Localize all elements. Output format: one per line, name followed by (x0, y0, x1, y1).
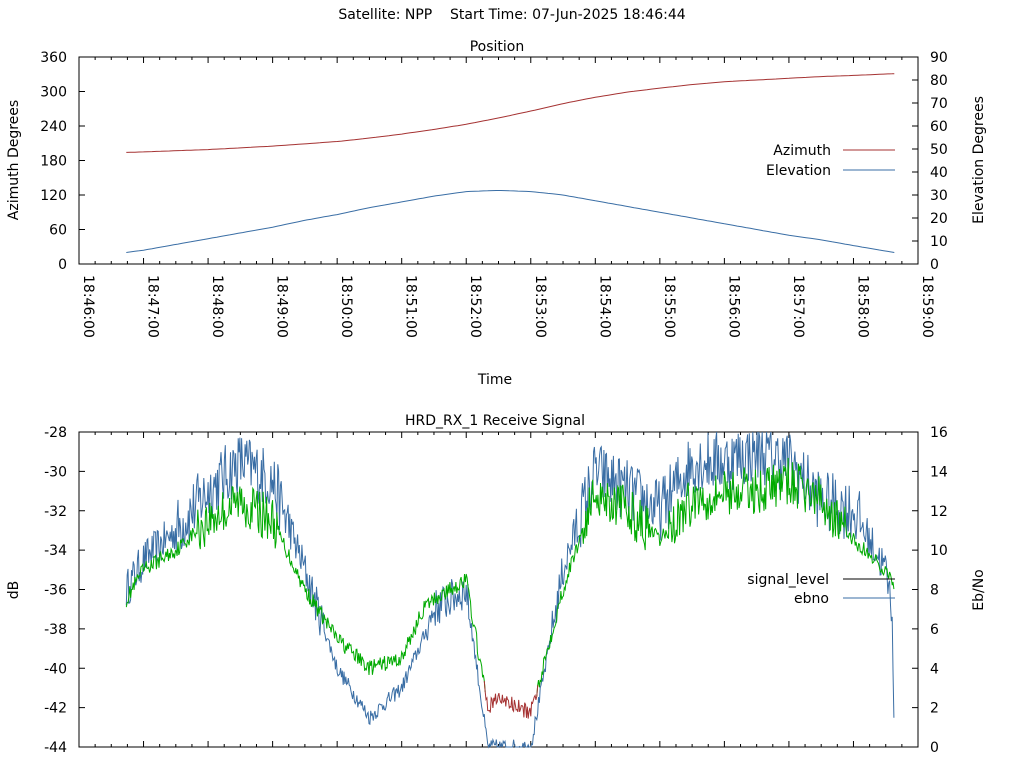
position-x-tick-label: 18:47:00 (145, 275, 161, 338)
signal-y-tick-label: -34 (44, 543, 67, 559)
signal-y-tick-label: -28 (44, 425, 67, 441)
position-plot-frame (78, 56, 919, 265)
position-x-tick-label: 18:46:00 (80, 275, 96, 338)
position-chart-title: Position (470, 39, 525, 55)
signal-series-ebno (125, 431, 895, 749)
position-x-axis-label: Time (477, 372, 512, 388)
position-y-tick-label: 120 (40, 188, 67, 204)
signal-y-tick-label: -32 (44, 504, 67, 520)
position-y2-tick-label: 90 (930, 50, 948, 66)
signal-y2-tick-label: 0 (930, 740, 939, 756)
position-y-tick-label: 0 (58, 257, 67, 273)
position-x-tick-label: 18:55:00 (661, 275, 677, 338)
signal-y2-tick-label: 16 (930, 425, 948, 441)
signal-series-signal-level (125, 485, 486, 692)
position-y2-tick-label: 80 (930, 73, 948, 89)
position-y-tick-label: 180 (40, 154, 67, 170)
signal-y2-tick-label: 4 (930, 661, 939, 677)
position-x-tick-label: 18:57:00 (790, 275, 806, 338)
position-x-tick-label: 18:59:00 (919, 275, 935, 338)
signal-y-tick-label: -40 (44, 661, 67, 677)
position-legend: Azimuth Elevation (766, 143, 895, 179)
signal-y2-tick-label: 6 (930, 622, 939, 638)
position-y2-tick-label: 60 (930, 119, 948, 135)
signal-y-axis-label: dB (6, 581, 22, 600)
position-y-tick-label: 360 (40, 50, 67, 66)
signal-y2-tick-label: 12 (930, 504, 948, 520)
signal-series-signal-level (483, 681, 539, 719)
signal-y-tick-label: -36 (44, 583, 67, 599)
position-y-axis-label: Azimuth Degrees (6, 100, 22, 220)
position-x-tick-label: 18:54:00 (596, 275, 612, 338)
position-x-tick-label: 18:58:00 (854, 275, 870, 338)
position-y-tick-label: 240 (40, 119, 67, 135)
position-series-azimuth (126, 73, 895, 153)
signal-y2-tick-label: 2 (930, 701, 939, 717)
position-y2-tick-label: 50 (930, 142, 948, 158)
position-legend-label: Elevation (766, 163, 831, 179)
signal-y-tick-label: -30 (44, 464, 67, 480)
position-x-tick-label: 18:49:00 (274, 275, 290, 338)
position-y2-tick-label: 70 (930, 96, 948, 112)
position-x-tick-label: 18:56:00 (725, 275, 741, 338)
signal-y-tick-label: -38 (44, 622, 67, 638)
position-y2-tick-label: 30 (930, 188, 948, 204)
position-y-tick-label: 60 (49, 223, 67, 239)
position-x-tick-label: 18:48:00 (209, 275, 225, 338)
signal-chart-title: HRD_RX_1 Receive Signal (405, 413, 585, 429)
signal-series-signal-level (536, 457, 895, 697)
position-y2-tick-label: 0 (930, 257, 939, 273)
position-x-tick-label: 18:50:00 (338, 275, 354, 338)
signal-y2-tick-label: 8 (930, 583, 939, 599)
position-x-tick-label: 18:51:00 (403, 275, 419, 338)
position-legend-label: Azimuth (773, 143, 831, 159)
position-x-tick-label: 18:53:00 (532, 275, 548, 338)
signal-y2-tick-label: 14 (930, 464, 948, 480)
figure-title: Satellite: NPP Start Time: 07-Jun-2025 1… (338, 7, 686, 23)
signal-y-tick-label: -42 (44, 701, 67, 717)
signal-legend-label: ebno (794, 591, 829, 607)
signal-legend-label: signal_level (747, 572, 829, 588)
position-y-tick-label: 300 (40, 85, 67, 101)
signal-chart: HRD_RX_1 Receive Signal -44 -42 -40 -38 -36 -… (6, 413, 987, 756)
position-series-elevation (126, 190, 895, 253)
position-y2-tick-label: 40 (930, 165, 948, 181)
position-x-tick-label: 18:52:00 (467, 275, 483, 338)
position-y2-tick-label: 10 (930, 234, 948, 250)
signal-y2-tick-label: 10 (930, 543, 948, 559)
position-y2-tick-label: 20 (930, 211, 948, 227)
position-y2-axis-label: Elevation Degrees (971, 96, 987, 224)
position-chart: Position 0 60 120 180 240 300 360 0 10 20 30 40 50 60… (6, 39, 987, 388)
signal-y-tick-label: -44 (44, 740, 67, 756)
signal-y2-axis-label: Eb/No (971, 569, 987, 611)
